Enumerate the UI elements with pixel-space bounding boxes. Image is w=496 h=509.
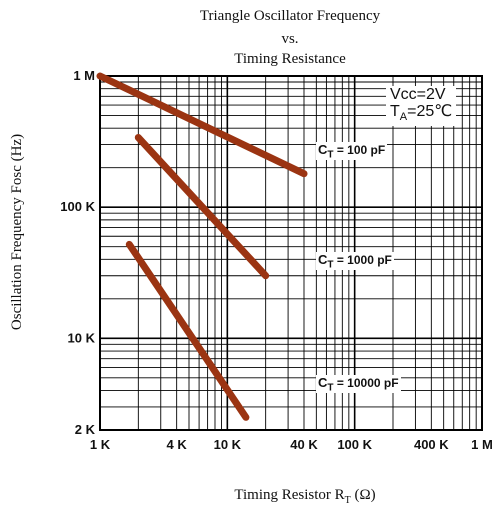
ta-sub: A bbox=[399, 111, 408, 124]
x-tick-labels: 1 K 4 K 10 K 40 K 100 K 400 K 1 M bbox=[90, 437, 493, 452]
series-line-2 bbox=[125, 240, 250, 421]
series-label-100pf: CT = 100 pF bbox=[316, 142, 388, 161]
x-axis-label: Timing Resistor RT (Ω) bbox=[180, 487, 430, 506]
x-tick-label: 4 K bbox=[167, 437, 188, 452]
chart-title-line-1: Triangle Oscillator Frequency bbox=[199, 8, 381, 24]
plot-frame bbox=[99, 75, 483, 431]
x-tick-label: 40 K bbox=[290, 437, 318, 452]
x-axis-label-main: Timing Resistor R bbox=[234, 487, 345, 503]
series-line-0 bbox=[96, 72, 308, 178]
series-label-1000pf: CT = 1000 pF bbox=[316, 252, 394, 271]
series-label-10000pf-sub: T bbox=[327, 382, 334, 394]
series-label-10000pf-suffix: = 10000 pF bbox=[333, 376, 399, 390]
ta-prefix: T bbox=[390, 103, 400, 120]
series-label-100pf-suffix: = 100 pF bbox=[333, 143, 386, 157]
minor-gridlines bbox=[100, 76, 482, 431]
x-tick-label: 10 K bbox=[214, 437, 242, 452]
y-tick-label: 2 K bbox=[75, 422, 96, 437]
ta-condition: TA=25℃ bbox=[390, 103, 452, 126]
series-label-100pf-prefix: C bbox=[318, 142, 328, 157]
major-gridlines bbox=[99, 76, 482, 430]
series-label-100pf-sub: T bbox=[327, 149, 334, 161]
y-tick-labels: 1 M 100 K 10 K 2 K bbox=[60, 68, 95, 437]
series-label-1000pf-prefix: C bbox=[318, 252, 328, 267]
x-tick-label: 400 K bbox=[414, 437, 449, 452]
x-tick-label: 1 K bbox=[90, 437, 111, 452]
chart-title-line-2: vs. bbox=[281, 31, 299, 47]
y-tick-label: 1 M bbox=[73, 68, 95, 83]
series-label-1000pf-suffix: = 1000 pF bbox=[333, 253, 392, 267]
x-axis-label-unit: (Ω) bbox=[354, 487, 376, 503]
x-axis-label-sub: T bbox=[344, 495, 351, 506]
series-line-1 bbox=[134, 134, 270, 280]
test-conditions: Vcc=2V TA=25℃ bbox=[386, 86, 457, 127]
series-label-10000pf-prefix: C bbox=[318, 375, 328, 390]
vcc-condition: Vcc=2V bbox=[390, 86, 446, 103]
y-tick-label: 100 K bbox=[60, 199, 95, 214]
x-tick-label: 100 K bbox=[337, 437, 372, 452]
series-label-10000pf: CT = 10000 pF bbox=[316, 375, 401, 394]
x-tick-label: 1 M bbox=[471, 437, 493, 452]
series-lines bbox=[96, 72, 308, 421]
y-tick-label: 10 K bbox=[68, 330, 96, 345]
chart-title-line-3: Timing Resistance bbox=[234, 51, 346, 67]
series-label-1000pf-sub: T bbox=[327, 259, 334, 271]
y-axis-label: Oscillation Frequency Fosc (Hz) bbox=[9, 133, 25, 331]
ta-suffix: =25℃ bbox=[407, 103, 453, 120]
